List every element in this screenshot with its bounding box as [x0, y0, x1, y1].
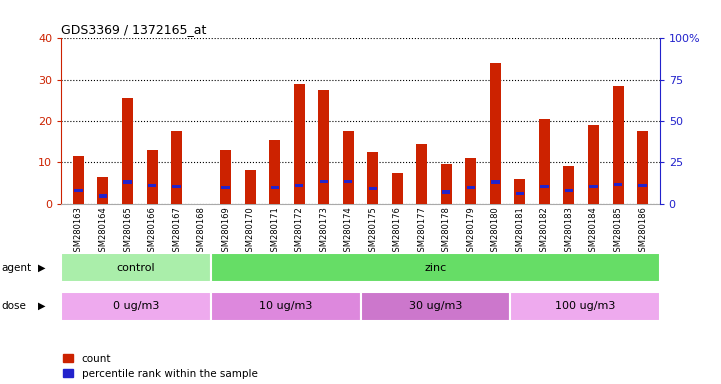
Bar — [637, 131, 648, 204]
Legend: count, percentile rank within the sample: count, percentile rank within the sample — [63, 354, 257, 379]
Bar — [211, 292, 360, 321]
Bar — [466, 186, 475, 189]
Bar — [270, 186, 279, 189]
Bar — [392, 172, 403, 204]
Bar — [122, 98, 133, 204]
Bar — [416, 144, 428, 204]
Bar — [614, 183, 622, 186]
Bar — [171, 131, 182, 204]
Text: 30 ug/m3: 30 ug/m3 — [409, 301, 462, 311]
Bar — [61, 292, 211, 321]
Text: zinc: zinc — [424, 263, 446, 273]
Text: ▶: ▶ — [37, 263, 45, 273]
Bar — [490, 63, 501, 204]
Bar — [318, 90, 329, 204]
Bar — [442, 190, 451, 194]
Bar — [221, 186, 230, 189]
Bar — [638, 184, 647, 187]
Bar — [211, 253, 660, 282]
Text: 0 ug/m3: 0 ug/m3 — [113, 301, 159, 311]
Bar — [74, 189, 83, 192]
Bar — [123, 180, 132, 184]
Bar — [97, 177, 108, 204]
Bar — [588, 125, 599, 204]
Bar — [344, 180, 353, 183]
Bar — [342, 131, 354, 204]
Bar — [146, 150, 158, 204]
Bar — [295, 184, 304, 187]
Text: control: control — [117, 263, 156, 273]
Bar — [613, 86, 624, 204]
Text: 100 ug/m3: 100 ug/m3 — [554, 301, 615, 311]
Bar — [491, 180, 500, 184]
Bar — [514, 179, 526, 204]
Bar — [220, 150, 231, 204]
Bar — [172, 185, 181, 188]
Bar — [99, 194, 107, 198]
Bar — [368, 187, 377, 190]
Text: 10 ug/m3: 10 ug/m3 — [259, 301, 312, 311]
Bar — [293, 84, 305, 204]
Bar — [61, 253, 211, 282]
Bar — [73, 156, 84, 204]
Bar — [319, 180, 328, 183]
Bar — [540, 185, 549, 188]
Bar — [367, 152, 379, 204]
Text: agent: agent — [1, 263, 32, 273]
Bar — [269, 139, 280, 204]
Bar — [465, 158, 477, 204]
Bar — [539, 119, 550, 204]
Text: GDS3369 / 1372165_at: GDS3369 / 1372165_at — [61, 23, 207, 36]
Bar — [510, 292, 660, 321]
Bar — [565, 189, 573, 192]
Bar — [441, 164, 452, 204]
Bar — [360, 292, 510, 321]
Bar — [563, 166, 575, 204]
Bar — [244, 170, 256, 204]
Bar — [148, 184, 156, 187]
Text: ▶: ▶ — [37, 301, 45, 311]
Bar — [516, 192, 524, 195]
Text: dose: dose — [1, 301, 27, 311]
Bar — [589, 185, 598, 188]
